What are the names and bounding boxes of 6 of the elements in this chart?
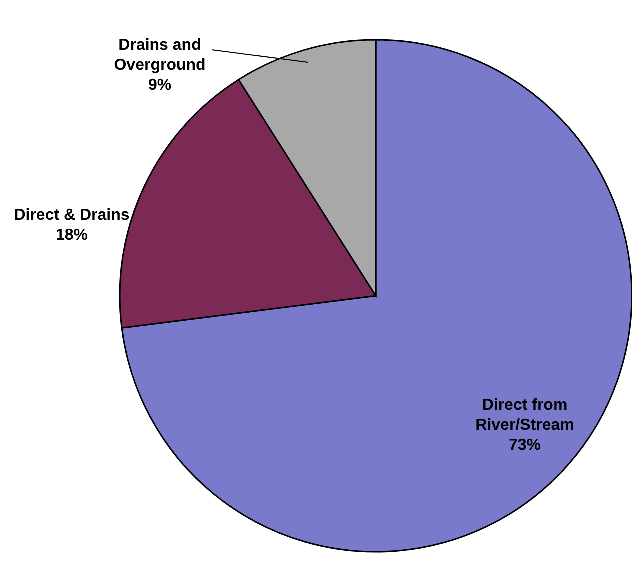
slice-label: Direct from River/Stream	[476, 397, 574, 434]
data-label: 18%	[56, 227, 88, 244]
slice-label: Direct & Drains	[14, 207, 130, 224]
slice-label: Drains and Overground	[114, 37, 206, 74]
data-label: 73%	[508, 437, 542, 454]
data-label: 9%	[148, 77, 172, 94]
